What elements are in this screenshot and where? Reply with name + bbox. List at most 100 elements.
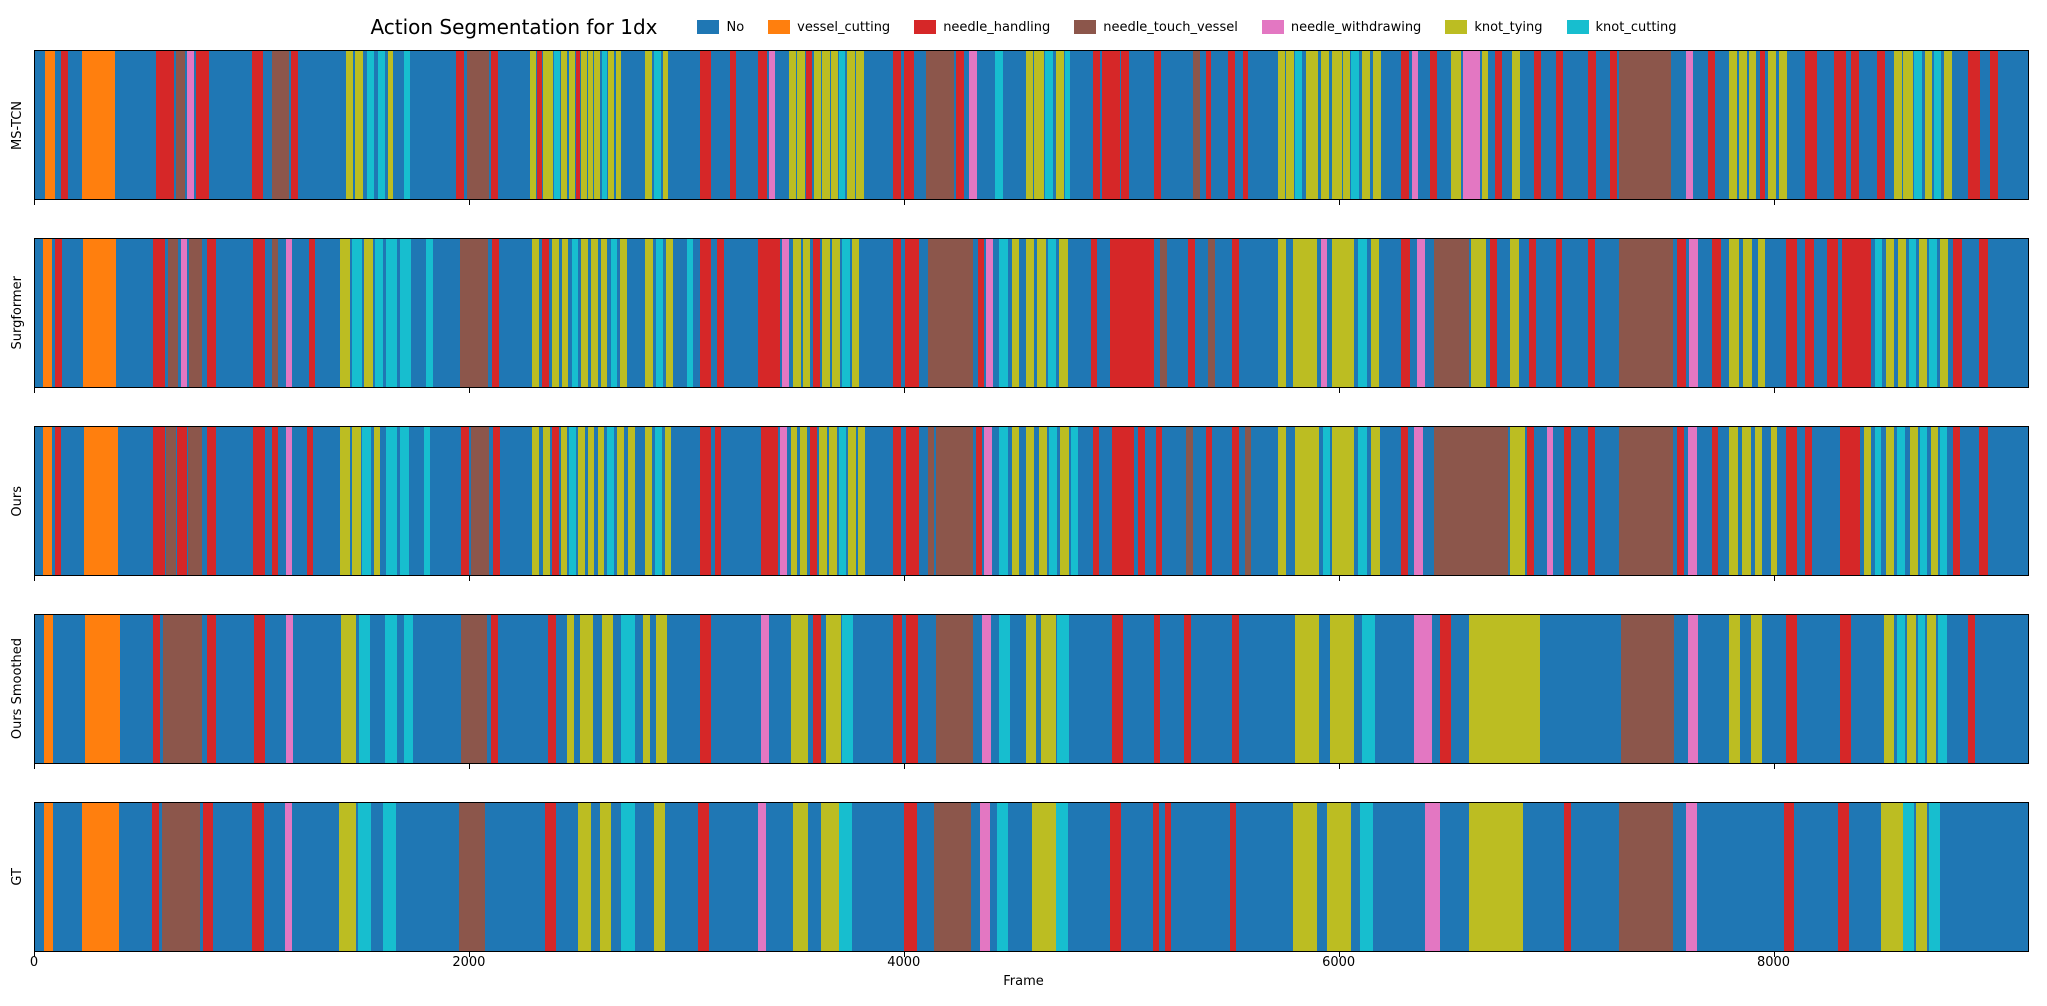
- segment-needle-handling: [1401, 51, 1409, 199]
- segment-knot-tying: [1729, 615, 1741, 763]
- chart-header: Action Segmentation for 1dx No vessel_cut…: [0, 0, 2047, 42]
- segment-knot-tying: [580, 615, 594, 763]
- segment-needle-withdrawing: [760, 615, 770, 763]
- segment-knot-tying: [1924, 51, 1933, 199]
- segment-needle-handling: [456, 51, 464, 199]
- segment-needle-handling: [975, 427, 983, 575]
- x-tick: [1773, 200, 1775, 205]
- track-row-ms-tcn: MS-TCN: [0, 50, 2029, 205]
- segment-needle-withdrawing: [284, 803, 293, 951]
- segment-needle-handling: [542, 239, 549, 387]
- segment-needle-touch-vessel: [1207, 239, 1215, 387]
- segment-knot-tying: [858, 427, 865, 575]
- segment-needle-handling: [1953, 427, 1960, 575]
- segment-knot-tying: [813, 51, 822, 199]
- segment-needle-handling: [491, 51, 498, 199]
- legend-swatch-no: [697, 20, 720, 34]
- segment-needle-handling: [1555, 239, 1563, 387]
- segment-knot-cutting: [655, 427, 662, 575]
- legend-item-needle-withdrawing: needle_withdrawing: [1261, 20, 1421, 35]
- x-tick-label-4000: 4000: [887, 955, 921, 970]
- segment-knot-cutting: [1896, 427, 1906, 575]
- segment-needle-handling: [893, 615, 902, 763]
- segment-knot-cutting: [1351, 51, 1359, 199]
- segment-knot-tying: [1331, 239, 1354, 387]
- segment-needle-handling: [177, 427, 188, 575]
- segment-knot-cutting: [838, 427, 847, 575]
- segment-needle-handling: [61, 51, 68, 199]
- segment-knot-tying: [1025, 427, 1035, 575]
- segment-knot-cutting: [399, 427, 409, 575]
- x-tick: [1338, 576, 1340, 581]
- segment-needle-withdrawing: [1546, 427, 1554, 575]
- segment-knot-cutting: [1918, 615, 1925, 763]
- segment-needle-handling: [1229, 803, 1237, 951]
- legend-label: vessel_cutting: [797, 19, 891, 35]
- segment-knot-tying: [594, 51, 600, 199]
- segment-needle-handling: [153, 615, 160, 763]
- segment-needle-handling: [1840, 615, 1851, 763]
- segment-needle-touch-vessel: [1618, 51, 1671, 199]
- segment-knot-tying: [608, 51, 614, 199]
- segment-needle-handling: [714, 427, 722, 575]
- segment-knot-tying: [1897, 239, 1907, 387]
- segment-needle-withdrawing: [758, 803, 766, 951]
- segment-knot-cutting: [1937, 615, 1947, 763]
- segment-knot-cutting: [838, 51, 846, 199]
- segment-knot-cutting: [610, 239, 618, 387]
- x-tick: [1338, 388, 1340, 393]
- segment-needle-handling: [1490, 239, 1497, 387]
- segment-needle-touch-vessel: [925, 51, 954, 199]
- segment-knot-cutting: [357, 803, 371, 951]
- segment-needle-handling: [1805, 239, 1815, 387]
- x-tick: [34, 388, 35, 393]
- segment-needle-withdrawing: [1688, 427, 1697, 575]
- track-row-ours-smoothed: Ours Smoothed: [0, 614, 2029, 769]
- segment-knot-tying: [560, 427, 568, 575]
- segment-needle-handling: [575, 51, 581, 199]
- x-tick: [34, 200, 35, 205]
- track-row-surgformer: Surgformer: [0, 238, 2029, 393]
- segment-knot-tying: [1040, 615, 1056, 763]
- segment-knot-tying: [569, 51, 575, 199]
- segment-knot-tying: [1059, 239, 1068, 387]
- segment-knot-tying: [1025, 239, 1035, 387]
- segment-knot-tying: [666, 239, 673, 387]
- segment-knot-tying: [643, 615, 650, 763]
- segment-knot-tying: [1512, 51, 1520, 199]
- segment-knot-cutting: [997, 803, 1009, 951]
- segment-needle-handling: [1833, 51, 1846, 199]
- segment-knot-tying: [532, 427, 539, 575]
- segment-knot-tying: [1770, 427, 1778, 575]
- chart-title: Action Segmentation for 1dx: [370, 15, 658, 39]
- track-row-gt: GT: [0, 802, 2029, 957]
- segment-needle-touch-vessel: [1618, 427, 1673, 575]
- segment-knot-tying: [1055, 51, 1064, 199]
- segment-needle-withdrawing: [1688, 615, 1698, 763]
- plot-wrap: [34, 802, 2029, 957]
- segment-needle-handling: [1564, 427, 1571, 575]
- segment-needle-withdrawing: [1463, 51, 1480, 199]
- segment-needle-withdrawing: [1320, 239, 1328, 387]
- segment-knot-tying: [1468, 803, 1523, 951]
- segment-needle-withdrawing: [180, 239, 188, 387]
- segment-knot-tying: [1748, 51, 1757, 199]
- segment-knot-cutting: [1940, 427, 1947, 575]
- segment-needle-handling: [699, 427, 711, 575]
- segment-knot-tying: [664, 427, 672, 575]
- segment-needle-handling: [1527, 427, 1534, 575]
- segment-needle-withdrawing: [982, 615, 991, 763]
- segment-needle-handling: [977, 239, 985, 387]
- segment-knot-tying: [1885, 427, 1895, 575]
- segment-needle-handling: [1110, 803, 1122, 951]
- segment-knot-tying: [832, 239, 840, 387]
- segment-knot-tying: [561, 239, 569, 387]
- segment-needle-handling: [206, 427, 217, 575]
- segment-knot-cutting: [1874, 239, 1883, 387]
- segment-needle-handling: [1529, 239, 1536, 387]
- segment-needle-handling: [547, 615, 557, 763]
- segment-knot-tying: [599, 803, 611, 951]
- segment-knot-cutting: [841, 615, 853, 763]
- segment-knot-tying: [1894, 51, 1902, 199]
- segment-knot-cutting: [425, 239, 433, 387]
